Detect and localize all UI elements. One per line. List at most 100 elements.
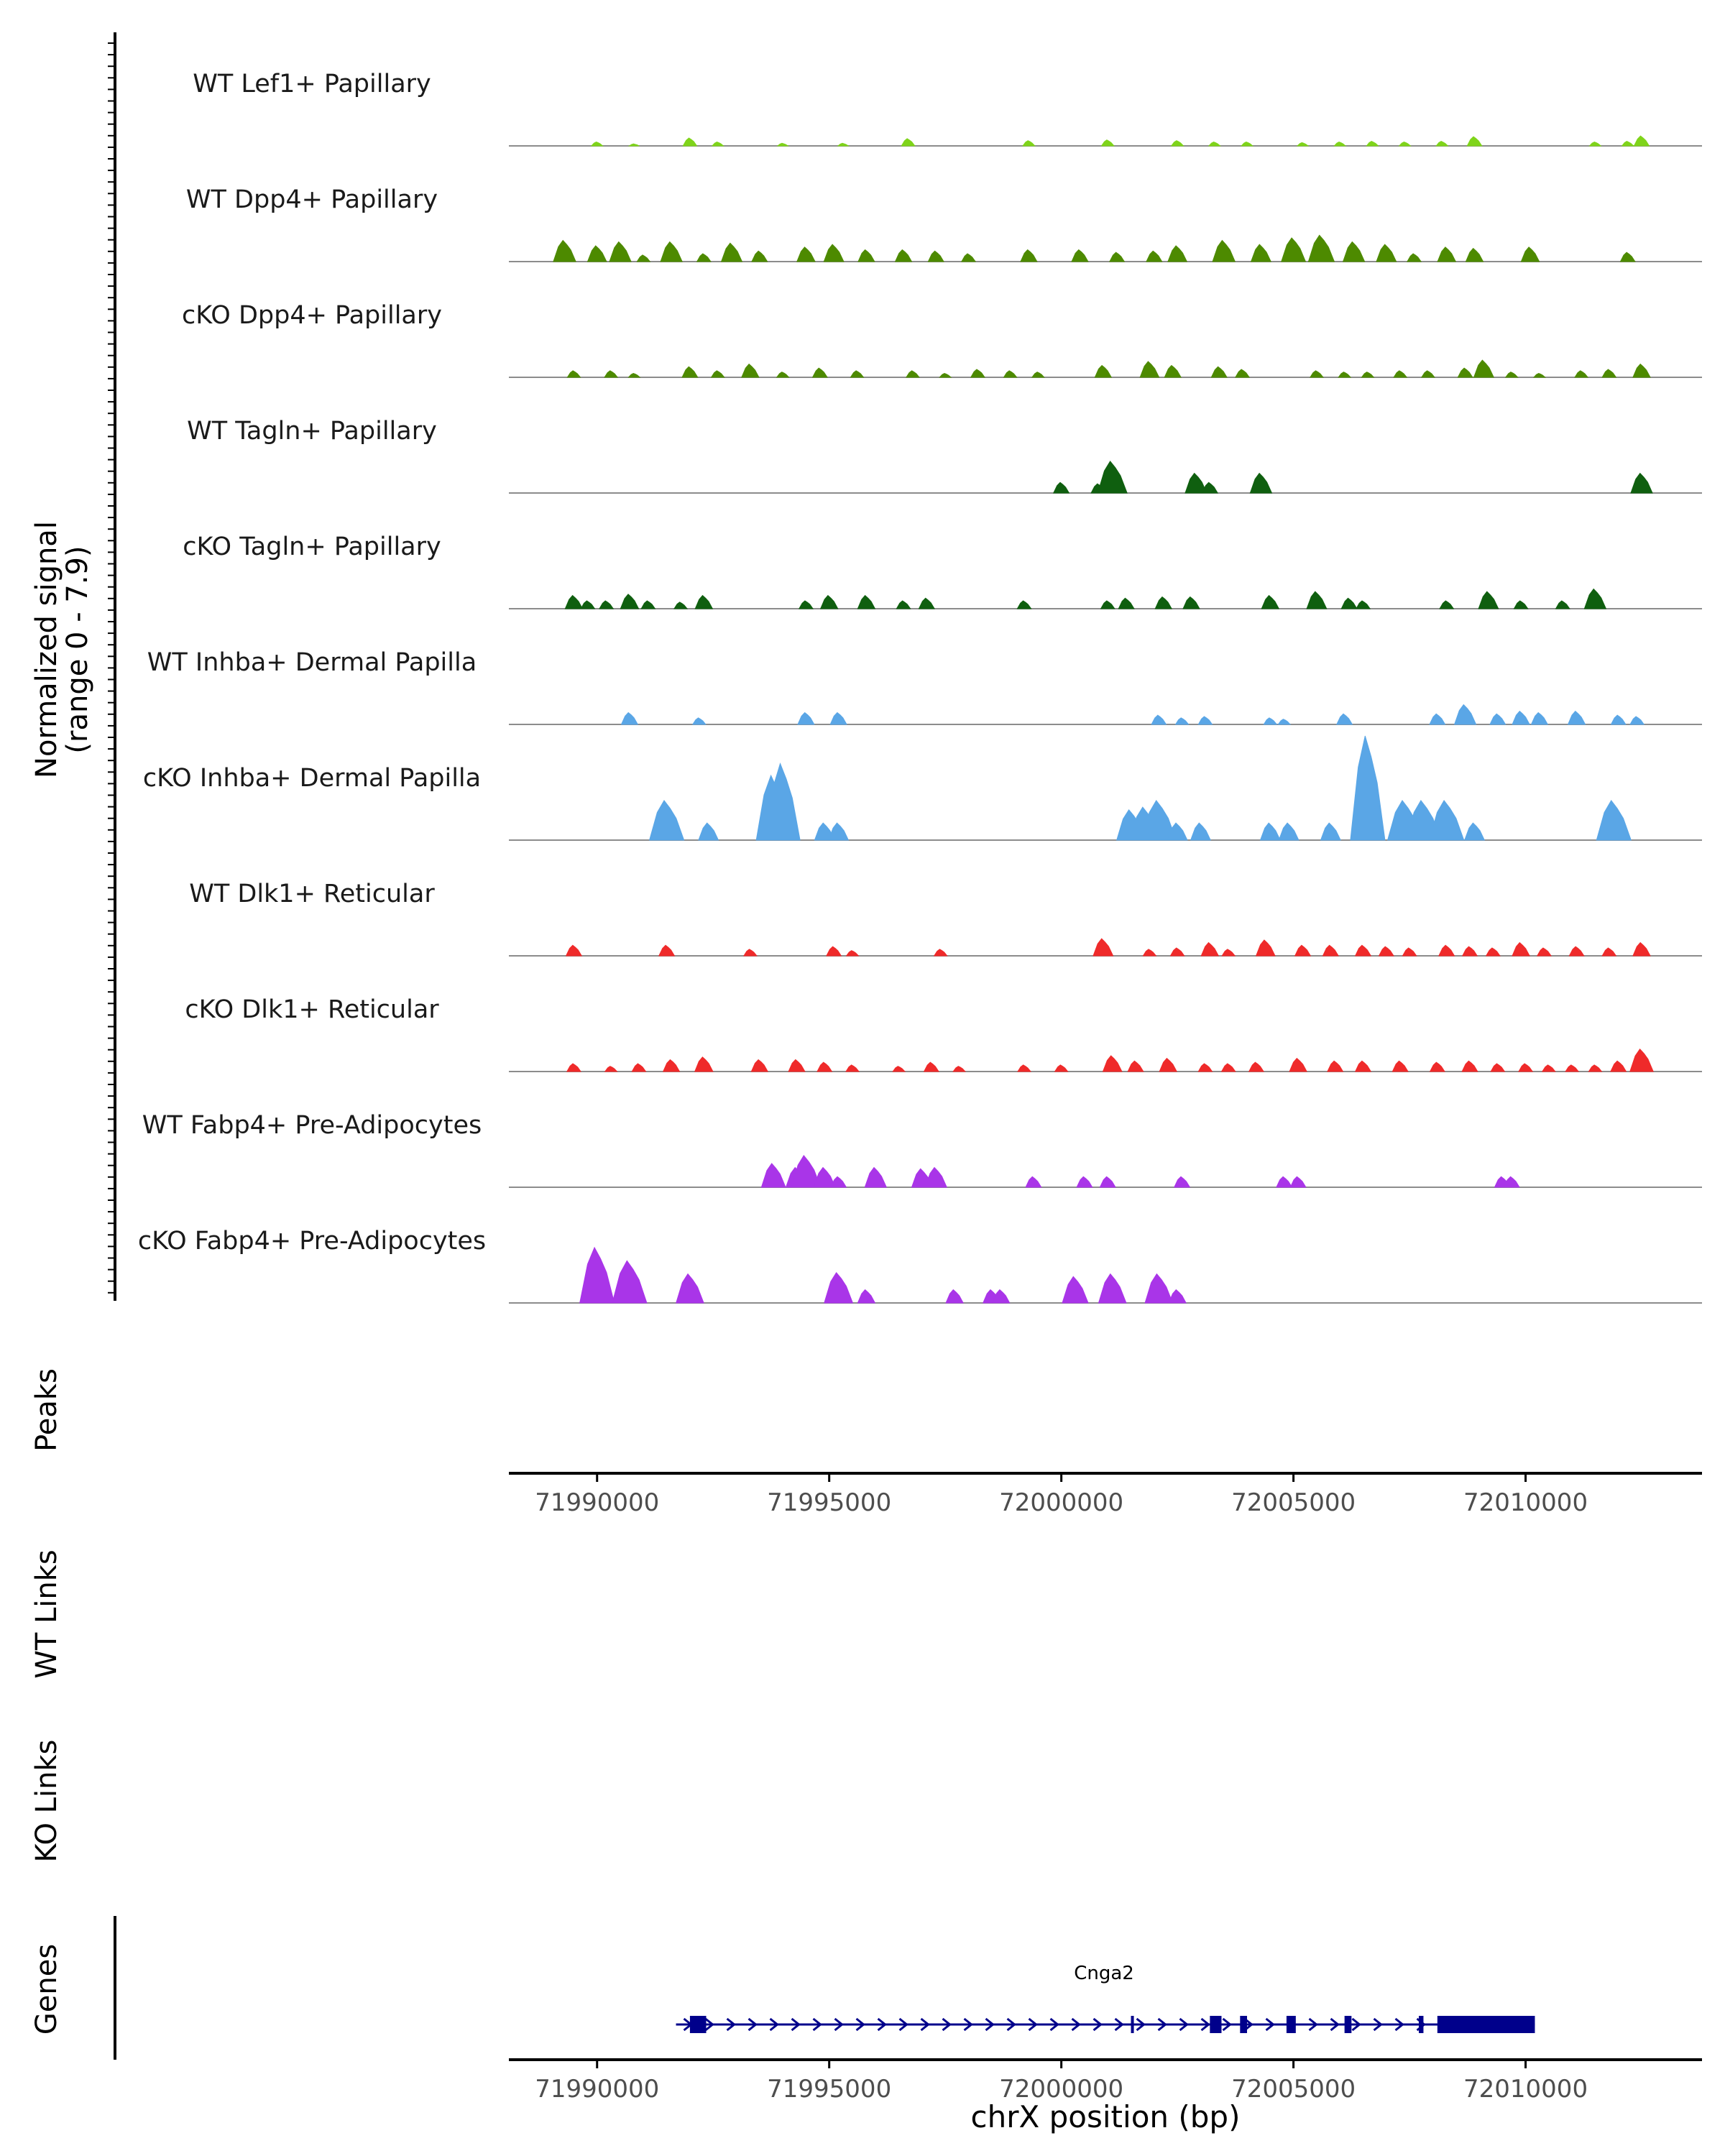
signal-peak bbox=[1062, 1276, 1089, 1304]
signal-peak bbox=[676, 1273, 704, 1304]
signal-peak bbox=[892, 1066, 906, 1072]
signal-peak bbox=[1289, 1057, 1307, 1072]
signal-peak bbox=[1144, 1273, 1174, 1304]
signal-peak bbox=[1356, 600, 1371, 609]
panel-label-peaks: Peaks bbox=[30, 1368, 63, 1452]
signal-peak bbox=[1429, 1061, 1445, 1072]
strand-arrow bbox=[1373, 2017, 1383, 2032]
signal-peak bbox=[710, 370, 725, 378]
signal-peak bbox=[1139, 361, 1160, 378]
track-label: cKO Tagln+ Papillary bbox=[183, 533, 441, 561]
track-label: cKO Inhba+ Dermal Papilla bbox=[143, 764, 481, 793]
signal-peak bbox=[829, 711, 847, 725]
signal-peak bbox=[1235, 369, 1251, 378]
strand-arrow bbox=[1114, 2017, 1124, 2032]
signal-peak bbox=[1098, 1273, 1127, 1304]
signal-peak bbox=[1473, 359, 1494, 378]
signal-peak bbox=[662, 1059, 681, 1072]
x-tick-label: 71995000 bbox=[767, 2075, 891, 2104]
signal-peak bbox=[553, 239, 576, 262]
x-tick-label: 71990000 bbox=[535, 2075, 659, 2104]
panel-label-genes: Genes bbox=[30, 1944, 63, 2035]
signal-peak bbox=[1250, 244, 1271, 262]
signal-peak bbox=[864, 1166, 888, 1188]
signal-peak bbox=[1393, 370, 1408, 378]
strand-arrow bbox=[834, 2017, 844, 2032]
signal-peak bbox=[586, 245, 607, 262]
signal-peak bbox=[1017, 1064, 1032, 1072]
gene-exon bbox=[1286, 2016, 1296, 2033]
signal-peak bbox=[1632, 941, 1651, 957]
strand-arrow bbox=[1049, 2017, 1059, 2032]
signal-peak bbox=[1263, 717, 1278, 725]
signal-peak bbox=[1118, 597, 1135, 609]
signal-peak bbox=[850, 370, 865, 378]
signal-peak bbox=[1169, 947, 1185, 957]
x-tick-label: 72005000 bbox=[1231, 2075, 1356, 2104]
signal-peak bbox=[1601, 369, 1617, 378]
signal-peak bbox=[1453, 704, 1477, 725]
signal-peak bbox=[1167, 822, 1188, 841]
signal-peak bbox=[830, 1176, 847, 1188]
signal-peak bbox=[1278, 822, 1300, 841]
signal-peak bbox=[580, 600, 596, 609]
signal-peak bbox=[797, 711, 815, 725]
signal-peak bbox=[1102, 1055, 1123, 1072]
signal-peak bbox=[1031, 372, 1045, 378]
signal-peak bbox=[1632, 363, 1651, 378]
signal-peak bbox=[1619, 252, 1636, 262]
signal-peak bbox=[742, 949, 758, 957]
track-label: cKO Dlk1+ Reticular bbox=[185, 995, 439, 1024]
signal-peak bbox=[1439, 600, 1455, 609]
signal-peak bbox=[1159, 1057, 1178, 1072]
strand-arrow bbox=[855, 2017, 865, 2032]
signal-peak bbox=[694, 594, 714, 609]
signal-peak bbox=[760, 1163, 786, 1188]
track-label: WT Dpp4+ Papillary bbox=[186, 185, 438, 214]
signal-peak bbox=[1289, 1176, 1307, 1188]
signal-peak bbox=[1200, 941, 1220, 957]
signal-peak bbox=[682, 137, 698, 147]
strand-arrow bbox=[1028, 2017, 1038, 2032]
peaks-x-ticks: 71990000 71995000 72000000 72005000 72010000 bbox=[535, 1473, 1588, 1517]
signal-peak bbox=[1151, 714, 1167, 725]
signal-peak bbox=[1438, 944, 1455, 957]
strand-arrow bbox=[1222, 2017, 1232, 2032]
signal-peak bbox=[1092, 938, 1114, 957]
signal-peak bbox=[1630, 472, 1653, 494]
signal-peak bbox=[788, 1059, 806, 1072]
signal-peak bbox=[991, 1289, 1011, 1304]
signal-peak bbox=[696, 253, 712, 262]
signal-peak bbox=[1003, 370, 1018, 378]
strand-arrow bbox=[769, 2017, 779, 2032]
signal-peak bbox=[826, 946, 842, 957]
signal-peak bbox=[1221, 949, 1236, 957]
signal-peak bbox=[1276, 1176, 1293, 1188]
signal-peak bbox=[776, 372, 790, 378]
signal-peak bbox=[1633, 135, 1650, 147]
signal-peak bbox=[1174, 717, 1190, 725]
x-tick-label: 72000000 bbox=[999, 2075, 1123, 2104]
strand-arrow bbox=[726, 2017, 736, 2032]
signal-peak bbox=[636, 254, 651, 262]
signal-peak bbox=[741, 363, 760, 378]
signal-peak bbox=[1361, 372, 1375, 378]
gene-track bbox=[676, 2016, 1535, 2033]
gene-exon bbox=[1131, 2016, 1134, 2033]
x-tick-label: 72005000 bbox=[1231, 1488, 1356, 1517]
signal-peak bbox=[1261, 594, 1280, 609]
signal-peak bbox=[1629, 716, 1645, 725]
signal-peak bbox=[1142, 949, 1157, 957]
y-axis-label-line1: Normalized signal bbox=[30, 521, 63, 778]
signal-peak bbox=[1518, 1063, 1534, 1072]
signal-peak bbox=[631, 1063, 647, 1072]
signal-peak bbox=[894, 249, 913, 262]
signal-peak bbox=[1392, 1060, 1409, 1072]
signal-peak bbox=[1437, 247, 1457, 262]
track-label: WT Lef1+ Papillary bbox=[193, 70, 431, 98]
strand-arrow bbox=[1394, 2017, 1404, 2032]
signal-peak bbox=[796, 247, 816, 262]
signal-peak bbox=[1167, 245, 1188, 262]
signal-peak bbox=[1457, 367, 1473, 378]
signal-peak bbox=[1097, 461, 1128, 494]
